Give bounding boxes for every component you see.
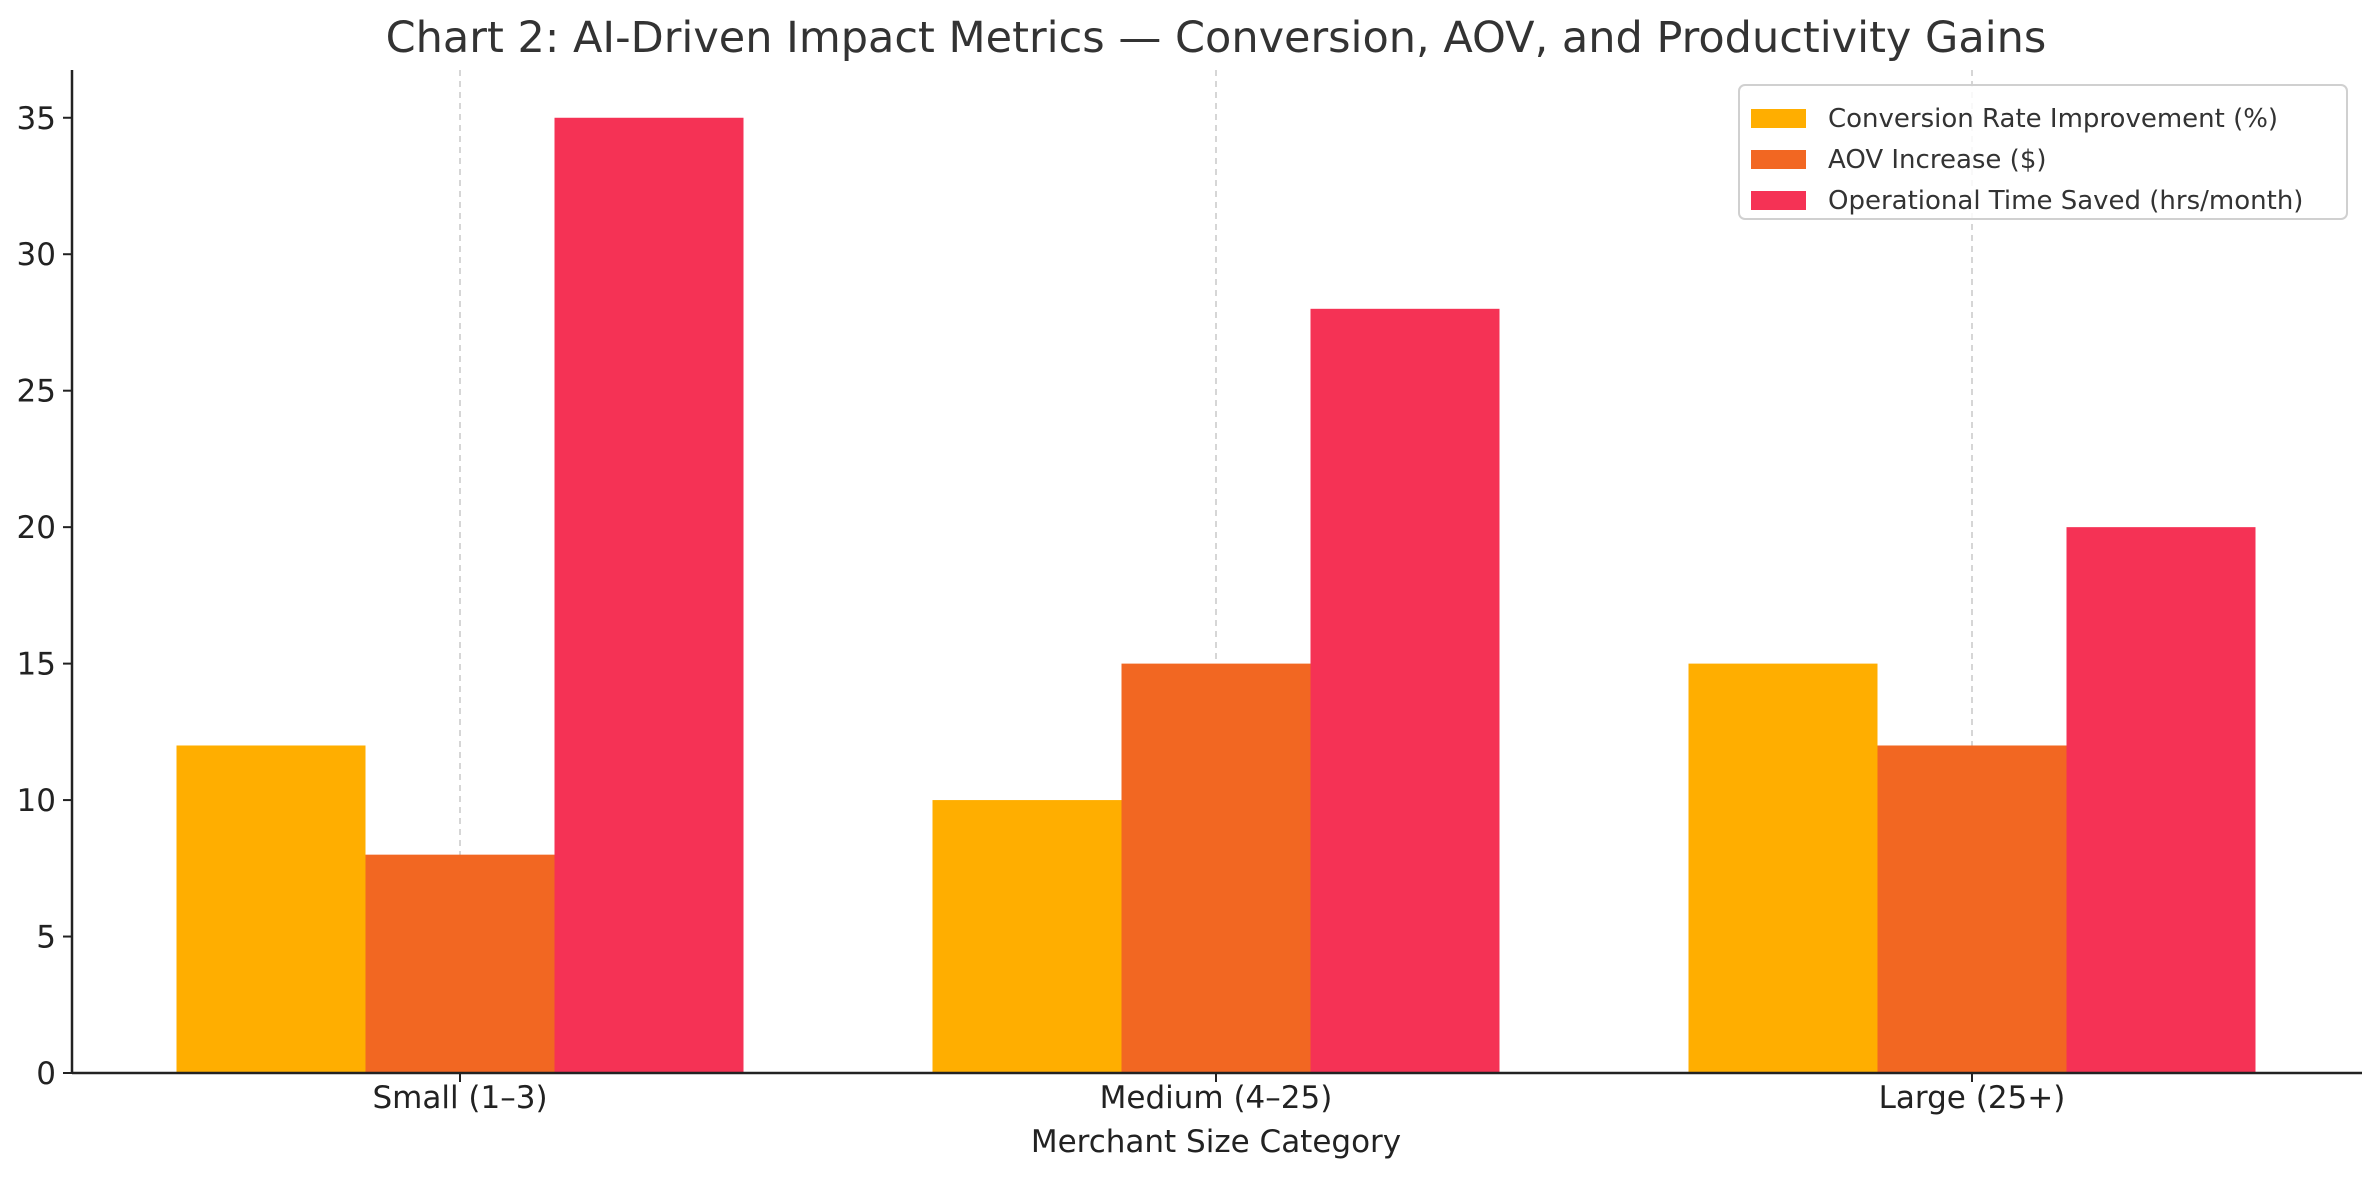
- bars: [176, 117, 2256, 1073]
- x-tick-label-3: Large (25+): [1879, 1080, 2066, 1116]
- bar-series1-cat3: [1688, 663, 1878, 1073]
- y-tick-label-5: 20: [17, 510, 56, 546]
- y-tick-label-7: 30: [17, 237, 56, 273]
- legend-swatch-1: [1751, 109, 1806, 128]
- y-tick-label-3: 10: [17, 783, 56, 819]
- bar-series3-cat2: [1310, 308, 1500, 1073]
- tick-labels: 0 5 10 15 20 25 30 35 Small (1–3) Medium (4–25) La…: [17, 101, 2066, 1116]
- x-tick-label-1: Small (1–3): [372, 1080, 547, 1116]
- legend-box: [1738, 84, 2348, 220]
- bar-series1-cat2: [932, 800, 1122, 1073]
- bar-series2-cat1: [365, 854, 555, 1073]
- y-tick-label-2: 5: [36, 920, 56, 956]
- legend-label-1: Conversion Rate Improvement (%): [1828, 104, 2278, 134]
- axes: [63, 70, 2362, 1082]
- y-tick-label-1: 0: [36, 1056, 56, 1092]
- chart-title: Chart 2: AI-Driven Impact Metrics — Conv…: [386, 13, 2047, 63]
- y-tick-label-8: 35: [17, 101, 56, 137]
- legend-label-2: AOV Increase ($): [1828, 145, 2047, 175]
- bar-series3-cat3: [2066, 527, 2256, 1073]
- x-tick-label-2: Medium (4–25): [1100, 1080, 1333, 1116]
- legend-swatch-3: [1751, 191, 1806, 210]
- y-tick-label-6: 25: [17, 374, 56, 410]
- bar-series2-cat2: [1121, 663, 1311, 1073]
- legend-swatch-2: [1751, 150, 1806, 169]
- bar-series3-cat1: [554, 117, 744, 1073]
- bar-series2-cat3: [1877, 745, 2067, 1073]
- y-tick-label-4: 15: [17, 647, 56, 683]
- legend: Conversion Rate Improvement (%) AOV Incre…: [1738, 84, 2348, 220]
- bar-series1-cat1: [176, 745, 366, 1073]
- legend-label-3: Operational Time Saved (hrs/month): [1828, 186, 2303, 216]
- grid-lines: [459, 70, 1973, 1073]
- x-axis-label: Merchant Size Category: [1031, 1124, 1401, 1160]
